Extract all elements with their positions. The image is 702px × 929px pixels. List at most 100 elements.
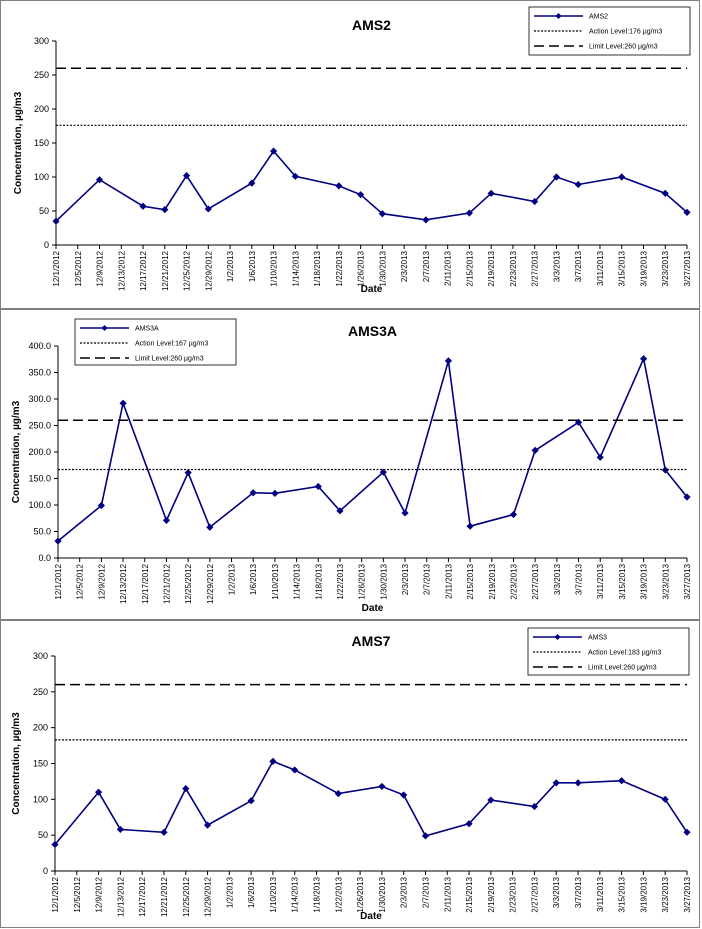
data-point <box>206 523 214 531</box>
x-tick-label: 2/7/2013 <box>421 876 430 908</box>
x-tick-label: 3/3/2013 <box>553 563 562 595</box>
chart-ams3a: AMS3A 0.0 50.0 100.0 150.0 200.0 250.0 300.0 350… <box>11 318 692 614</box>
x-tick-label: 12/5/2012 <box>73 876 82 912</box>
data-point <box>465 820 473 828</box>
y-tick-label: 250 <box>33 687 48 697</box>
x-tick-label: 2/19/2013 <box>487 250 496 286</box>
data-point <box>487 796 495 804</box>
x-tick-label: 1/10/2013 <box>270 250 279 286</box>
data-point <box>97 501 105 510</box>
x-tick-label: 2/27/2013 <box>531 563 540 599</box>
x-axis-title: Date <box>362 603 384 614</box>
data-point <box>271 489 279 497</box>
legend-marker <box>101 325 108 331</box>
chart-panel-ams3a: AMS3A 0.0 50.0 100.0 150.0 200.0 250.0 300.0 350… <box>0 309 700 620</box>
legend-label: Action Level:167 µg/m3 <box>135 341 208 348</box>
data-point <box>596 453 604 461</box>
x-tick-label: 12/29/2012 <box>204 876 213 917</box>
x-tick-label: 2/7/2013 <box>422 250 431 282</box>
data-point <box>618 777 626 785</box>
legend-label: Limit Level:260 µg/m3 <box>589 44 658 51</box>
data-point <box>530 802 539 811</box>
x-tick-label: 3/3/2013 <box>552 876 561 908</box>
x-tick-label: 3/27/2013 <box>683 250 692 286</box>
data-point <box>139 202 147 210</box>
chart-title: AMS7 <box>352 633 391 649</box>
y-tick-label: 100 <box>34 172 49 182</box>
x-tick-label: 2/27/2013 <box>530 876 539 912</box>
x-tick-label: 3/11/2013 <box>596 876 605 912</box>
x-tick-label: 3/15/2013 <box>618 250 627 286</box>
x-tick-label: 12/9/2012 <box>95 876 104 912</box>
y-tick-label: 250 <box>34 70 49 80</box>
data-point <box>160 828 168 836</box>
data-point <box>444 357 453 365</box>
legend-label: AMS2 <box>589 14 608 21</box>
x-tick-label: 1/18/2013 <box>314 563 323 599</box>
x-tick-label: 1/26/2013 <box>356 876 365 912</box>
data-point <box>182 784 190 793</box>
data-point <box>378 210 386 218</box>
data-point <box>291 766 299 774</box>
x-tick-label: 12/5/2012 <box>74 250 83 286</box>
data-point <box>618 173 626 181</box>
x-tick-label: 3/15/2013 <box>618 563 627 599</box>
data-point <box>574 779 582 787</box>
x-tick-label: 1/6/2013 <box>247 876 256 908</box>
y-tick-label: 200.0 <box>28 447 51 457</box>
data-point <box>487 189 495 197</box>
x-tick-label: 2/7/2013 <box>423 563 432 595</box>
x-tick-label: 2/15/2013 <box>466 563 475 599</box>
series-line <box>54 760 688 845</box>
y-tick-label: 50 <box>38 830 48 840</box>
data-point <box>203 821 212 829</box>
x-tick-label: 2/23/2013 <box>509 250 518 286</box>
data-point <box>357 191 365 199</box>
x-tick-label: 12/25/2012 <box>183 250 192 291</box>
x-tick-label: 12/21/2012 <box>161 250 170 291</box>
x-tick-label: 12/13/2012 <box>119 563 128 604</box>
legend-marker <box>554 634 561 640</box>
x-tick-label: 3/27/2013 <box>683 876 692 912</box>
y-tick-label: 250.0 <box>28 421 51 431</box>
x-tick-label: 2/19/2013 <box>487 876 496 912</box>
data-point <box>683 493 691 501</box>
data-point <box>94 788 103 796</box>
y-axis-title: Concentration, µg/m3 <box>13 91 24 194</box>
data-point <box>400 791 408 799</box>
x-tick-label: 3/23/2013 <box>661 250 670 286</box>
legend-label: Limit Level:260 µg/m3 <box>588 665 657 672</box>
x-tick-label: 12/17/2012 <box>141 563 150 604</box>
data-point <box>95 176 104 184</box>
data-point <box>574 180 582 189</box>
x-tick-label: 12/21/2012 <box>160 876 169 917</box>
data-point <box>119 399 127 407</box>
x-tick-label: 1/10/2013 <box>269 876 278 912</box>
y-tick-label: 0.0 <box>38 553 51 563</box>
y-tick-label: 150.0 <box>28 474 51 484</box>
y-tick-label: 50 <box>39 206 49 216</box>
data-point <box>661 189 669 197</box>
x-tick-label: 3/19/2013 <box>639 250 648 286</box>
x-tick-label: 1/18/2013 <box>313 876 322 912</box>
data-point <box>116 825 124 834</box>
x-tick-label: 12/1/2012 <box>52 250 61 286</box>
y-tick-label: 200 <box>33 723 48 733</box>
y-tick-label: 150 <box>33 759 48 769</box>
y-tick-label: 300.0 <box>28 394 51 404</box>
data-point <box>552 779 560 787</box>
x-tick-label: 2/11/2013 <box>444 563 453 599</box>
x-tick-label: 1/2/2013 <box>228 563 237 595</box>
data-point <box>552 173 561 181</box>
x-tick-label: 1/14/2013 <box>293 563 302 599</box>
x-tick-label: 1/30/2013 <box>378 876 387 912</box>
data-point <box>401 509 409 517</box>
y-tick-label: 400.0 <box>28 341 51 351</box>
x-tick-label: 2/11/2013 <box>443 876 452 912</box>
data-point <box>247 797 255 805</box>
data-point <box>683 828 691 836</box>
x-tick-label: 1/10/2013 <box>271 563 280 599</box>
x-tick-label: 1/26/2013 <box>357 250 366 286</box>
x-tick-label: 3/11/2013 <box>596 250 605 286</box>
chart-ams7: AMS7 0 50 100 150 200 250 300 12/1/2012 12/5/2012… <box>11 627 692 922</box>
